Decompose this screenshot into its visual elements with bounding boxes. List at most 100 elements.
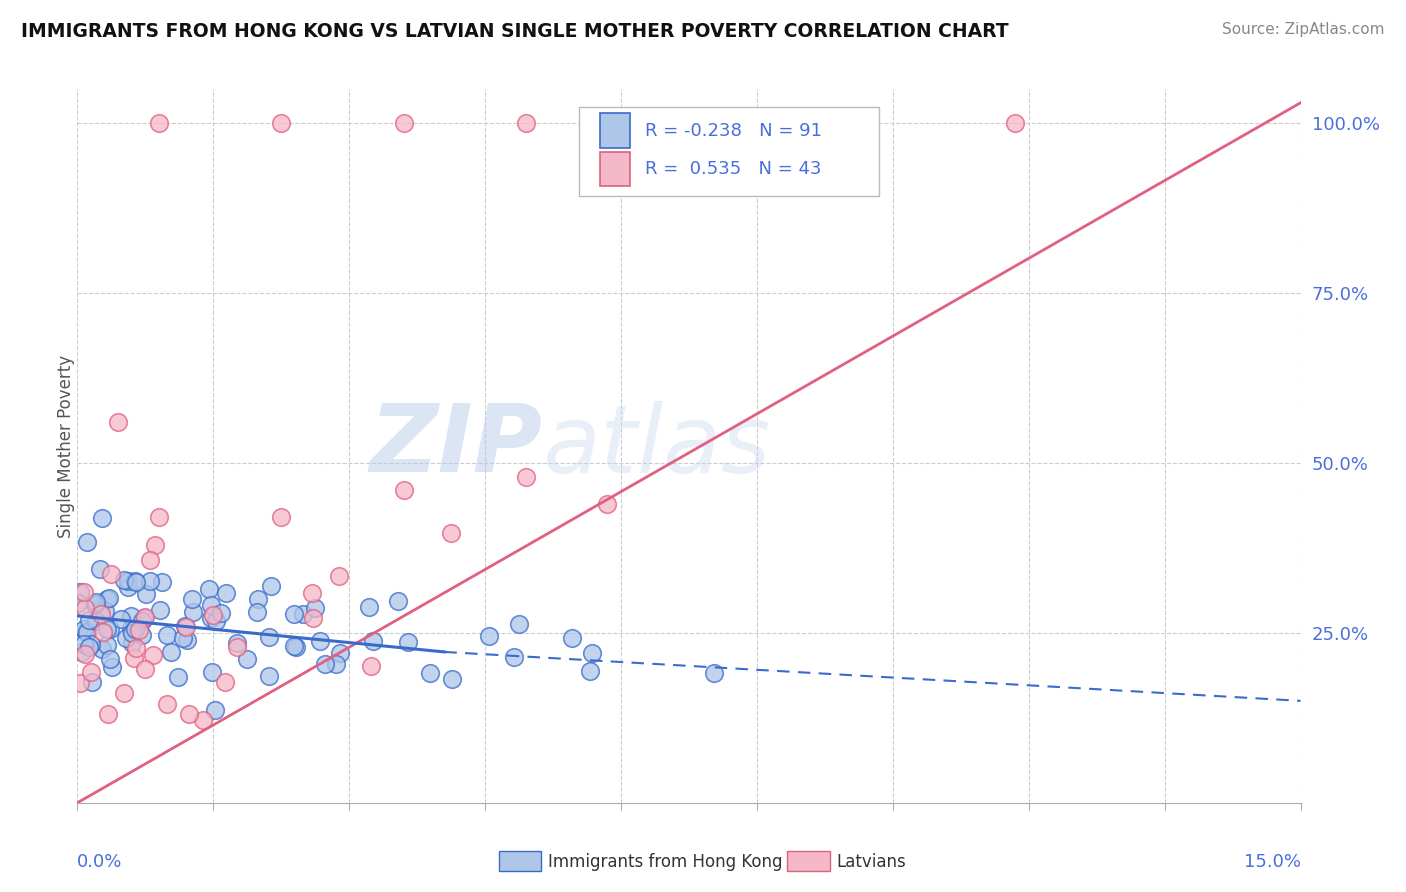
Point: [152, 575, 174, 590]
Point: [800, 116, 823, 130]
Point: [96, 591, 118, 606]
Point: [120, 623, 142, 637]
Point: [215, 586, 238, 600]
Point: [283, 639, 305, 653]
Point: [160, 645, 183, 659]
Point: [117, 580, 139, 594]
Point: [69, 585, 91, 599]
Point: [440, 673, 463, 687]
Point: [143, 538, 166, 552]
Point: [90, 607, 112, 621]
Point: [202, 608, 225, 623]
Point: [191, 714, 214, 728]
Point: [259, 669, 281, 683]
Point: [91, 625, 114, 640]
Point: [702, 665, 724, 680]
Point: [73, 637, 96, 651]
Point: [304, 601, 326, 615]
Point: [246, 605, 269, 619]
Point: [259, 579, 281, 593]
Point: [73, 622, 96, 636]
Point: [392, 116, 415, 130]
Point: [637, 116, 659, 130]
Point: [131, 627, 153, 641]
Point: [75, 625, 97, 640]
Point: [198, 582, 221, 596]
Point: [134, 611, 156, 625]
Point: [73, 585, 96, 599]
Point: [110, 612, 132, 626]
Point: [139, 553, 162, 567]
Point: [200, 611, 222, 625]
Point: [283, 607, 305, 621]
Point: [561, 632, 583, 646]
Point: [84, 597, 107, 611]
Point: [114, 631, 136, 645]
Point: [1004, 116, 1026, 130]
Point: [89, 604, 111, 618]
Point: [314, 657, 336, 671]
Text: R = -0.238   N = 91: R = -0.238 N = 91: [645, 121, 823, 139]
Point: [112, 573, 135, 587]
Point: [309, 633, 332, 648]
Point: [96, 622, 118, 636]
Point: [121, 625, 143, 640]
Point: [76, 625, 98, 640]
Point: [247, 592, 270, 607]
Point: [361, 633, 384, 648]
Point: [72, 645, 94, 659]
Bar: [599, 113, 630, 148]
Point: [166, 670, 188, 684]
Point: [204, 703, 226, 717]
Point: [131, 614, 153, 628]
Point: [515, 116, 537, 130]
Point: [91, 642, 114, 657]
Point: [77, 613, 100, 627]
Text: ZIP: ZIP: [370, 400, 543, 492]
Point: [225, 636, 247, 650]
Point: [181, 591, 204, 606]
Point: [328, 568, 350, 582]
Point: [76, 535, 98, 549]
Point: [360, 658, 382, 673]
Point: [138, 574, 160, 589]
Point: [596, 497, 619, 511]
Point: [502, 650, 524, 665]
Point: [270, 510, 292, 524]
Point: [82, 675, 104, 690]
Point: [96, 639, 118, 653]
Point: [135, 587, 157, 601]
Point: [128, 623, 150, 637]
Text: Latvians: Latvians: [837, 853, 907, 871]
Text: 15.0%: 15.0%: [1243, 853, 1301, 871]
Point: [359, 599, 381, 614]
Point: [86, 614, 108, 628]
Bar: [599, 152, 630, 186]
Point: [77, 640, 100, 654]
Point: [124, 574, 146, 588]
Point: [214, 674, 236, 689]
Point: [257, 630, 280, 644]
Point: [225, 640, 247, 654]
Point: [125, 641, 148, 656]
Point: [124, 623, 146, 637]
Point: [149, 602, 172, 616]
Point: [75, 647, 97, 661]
Point: [107, 415, 129, 429]
Point: [581, 646, 603, 660]
Point: [80, 665, 103, 679]
Point: [387, 594, 409, 608]
Text: Immigrants from Hong Kong: Immigrants from Hong Kong: [548, 853, 783, 871]
Point: [101, 660, 124, 674]
Point: [419, 666, 441, 681]
Point: [183, 606, 205, 620]
Text: R =  0.535   N = 43: R = 0.535 N = 43: [645, 161, 821, 178]
Point: [100, 567, 122, 582]
Point: [478, 629, 501, 643]
Point: [176, 632, 198, 647]
Point: [205, 614, 228, 628]
Point: [201, 665, 224, 679]
Point: [80, 637, 103, 651]
Point: [440, 525, 463, 540]
Point: [148, 116, 170, 130]
